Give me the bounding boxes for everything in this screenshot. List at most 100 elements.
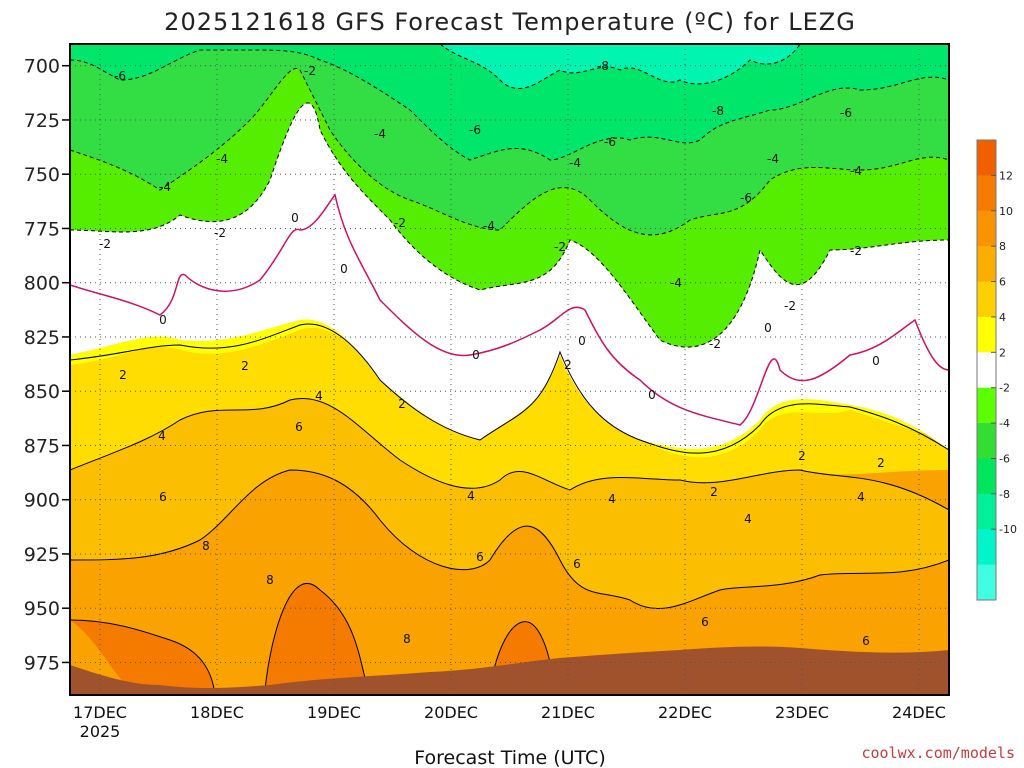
- contour-line-8: [70, 582, 556, 695]
- colorbar-label: 12: [999, 169, 1013, 182]
- contour-label: -4: [216, 152, 228, 166]
- contour-label: -4: [483, 219, 495, 233]
- contour-label: -8: [712, 104, 724, 118]
- x-tick-label: 22DEC: [658, 703, 712, 722]
- contour-line-neg2: [70, 102, 949, 348]
- contour-label: 4: [315, 389, 323, 403]
- colorbar-label: -4: [999, 417, 1010, 430]
- y-tick-label: 925: [24, 544, 60, 566]
- contour-label: 2: [119, 368, 127, 382]
- contour-line-6: [70, 469, 949, 609]
- colorbar-label: 2: [999, 346, 1006, 359]
- contour-label: 2: [877, 456, 885, 470]
- contour-label: -4: [569, 156, 581, 170]
- y-tick-label: 950: [24, 598, 60, 620]
- contour-label: -6: [469, 123, 481, 137]
- y-tick-label: 825: [24, 327, 60, 349]
- band-0-to-neg2: [70, 102, 949, 451]
- colorbar-swatch: [977, 564, 996, 601]
- x-axis: 17DEC 2025 18DEC 19DEC 20DEC 21DEC 22DEC…: [73, 703, 946, 741]
- colorbar-label: -2: [999, 382, 1010, 395]
- y-tick-label: 700: [24, 56, 60, 78]
- band-4-to-6: [70, 398, 949, 609]
- contour-label: 6: [159, 490, 167, 504]
- colorbar-label: 8: [999, 240, 1006, 253]
- y-tick-label: 975: [24, 652, 60, 674]
- plot-area: -6 -8 -8 -6 -6 -6 -6 -2 -4 -4 -4 -4 -4 -…: [70, 44, 949, 695]
- contour-label: -4: [159, 180, 171, 194]
- contour-label: 2: [241, 359, 249, 373]
- band-neg8-to-neg10: [440, 44, 800, 89]
- x-tick-label: 24DEC: [892, 703, 946, 722]
- colorbar-swatch: [977, 423, 996, 459]
- contour-label: -2: [394, 216, 406, 230]
- vertical-gridlines: [99, 44, 920, 695]
- x-tick-label: 18DEC: [190, 703, 244, 722]
- contour-label: 0: [764, 321, 772, 335]
- colorbar-swatch: [977, 493, 996, 530]
- colorbar-label: -8: [999, 488, 1010, 501]
- contour-label: -4: [850, 164, 862, 178]
- y-tick-label: 775: [24, 218, 60, 240]
- y-axis: 700 725 750 775 800 825 850 875 900 925 950 975: [24, 56, 70, 674]
- colorbar-swatch: [977, 175, 996, 212]
- contour-label: -4: [374, 127, 386, 141]
- colorbar-swatch: [977, 210, 996, 247]
- x-tick-label: 20DEC: [424, 703, 478, 722]
- contour-label: 8: [266, 573, 274, 587]
- x-tick-label: 17DEC: [73, 703, 127, 722]
- x-tick-year: 2025: [80, 722, 121, 741]
- contour-label: -6: [740, 191, 752, 205]
- contour-label: 0: [578, 334, 586, 348]
- contour-label: 2: [710, 485, 718, 499]
- contour-label: 2: [564, 358, 572, 372]
- colorbar-label: 4: [999, 311, 1006, 324]
- contour-label: 4: [467, 489, 475, 503]
- contour-line-2: [70, 323, 949, 454]
- contour-label: 6: [476, 550, 484, 564]
- contour-label: -4: [767, 152, 779, 166]
- contour-label: -2: [214, 226, 226, 240]
- contour-label: 4: [857, 490, 865, 504]
- contour-label: 2: [798, 449, 806, 463]
- colorbar-label: -10: [999, 523, 1017, 536]
- y-tick-label: 850: [24, 381, 60, 403]
- colorbar-swatch: [977, 458, 996, 495]
- contour-label: -6: [604, 135, 616, 149]
- credit-text: coolwx.com/models: [861, 744, 1015, 762]
- contour-label: -6: [840, 106, 852, 120]
- contour-labels: -6 -8 -8 -6 -6 -6 -6 -2 -4 -4 -4 -4 -4 -…: [99, 59, 885, 648]
- plot-frame: [69, 43, 950, 696]
- contour-label: 0: [472, 348, 480, 362]
- y-tick-label: 725: [24, 110, 60, 132]
- colorbar-swatch: [977, 281, 996, 318]
- contour-label: 6: [295, 420, 303, 434]
- contour-label: 0: [648, 388, 656, 402]
- x-tick-label: 21DEC: [541, 703, 595, 722]
- contour-label: 8: [202, 539, 210, 553]
- contour-label: 6: [862, 634, 870, 648]
- contour-label: 0: [340, 262, 348, 276]
- contour-label: -2: [850, 244, 862, 258]
- y-tick-label: 875: [24, 435, 60, 457]
- contour-label: -6: [114, 69, 126, 83]
- band-2-to-4: [70, 328, 949, 490]
- contour-label: 4: [744, 512, 752, 526]
- colorbar-label: -6: [999, 452, 1010, 465]
- contour-label: 6: [701, 615, 709, 629]
- y-tick-label: 750: [24, 164, 60, 186]
- contour-line-4: [70, 398, 949, 511]
- terrain: [70, 646, 949, 695]
- y-tick-label: 800: [24, 273, 60, 295]
- contour-label: -4: [670, 276, 682, 290]
- contour-label: 8: [403, 632, 411, 646]
- contour-label: -2: [709, 337, 721, 351]
- contour-label: -8: [597, 59, 609, 73]
- contour-label: 0: [872, 354, 880, 368]
- y-tick-label: 900: [24, 490, 60, 512]
- contour-label: 4: [158, 429, 166, 443]
- chart-title: 2025121618 GFS Forecast Temperature (ºC)…: [164, 8, 856, 36]
- contour-label: -2: [304, 64, 316, 78]
- contour-label: 2: [398, 397, 406, 411]
